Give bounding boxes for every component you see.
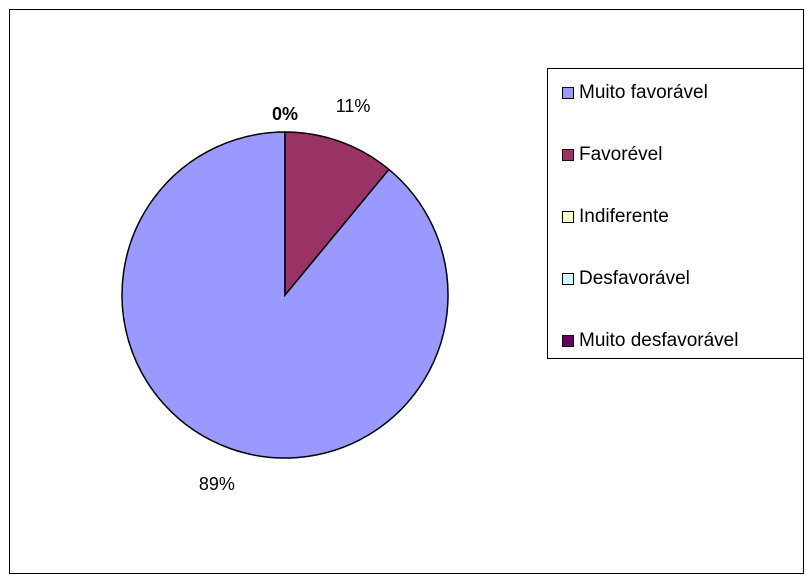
legend-label: Muito desfavorável — [579, 330, 739, 351]
legend-label: Desfavorável — [579, 268, 690, 289]
legend-item-5: Muito desfavorável — [562, 330, 738, 352]
pie-slice-2 — [284, 131, 390, 298]
data-label-1: 89% — [199, 474, 235, 494]
legend-label: Indiferente — [579, 206, 669, 227]
data-label-5: 0% — [272, 104, 298, 124]
legend-swatch — [562, 87, 574, 99]
legend-label: Muito favorável — [579, 82, 708, 103]
legend-item-4: Desfavorável — [562, 268, 690, 290]
legend-item-1: Muito favorável — [562, 82, 708, 104]
data-label-2: 11% — [336, 96, 371, 116]
legend-swatch — [562, 211, 574, 223]
pie-chart: 89% 11% 0% — [121, 96, 449, 494]
legend-item-3: Indiferente — [562, 206, 669, 228]
legend-label: Favorével — [579, 144, 663, 165]
legend-item-2: Favorével — [562, 144, 662, 166]
legend-swatch — [562, 149, 574, 161]
legend: Muito favorável Favorével Indiferente Desfa… — [547, 68, 803, 359]
chart-area: 89% 11% 0% Muito favorável Favorével Indifer… — [9, 9, 804, 574]
legend-swatch — [562, 335, 574, 347]
legend-swatch — [562, 273, 574, 285]
